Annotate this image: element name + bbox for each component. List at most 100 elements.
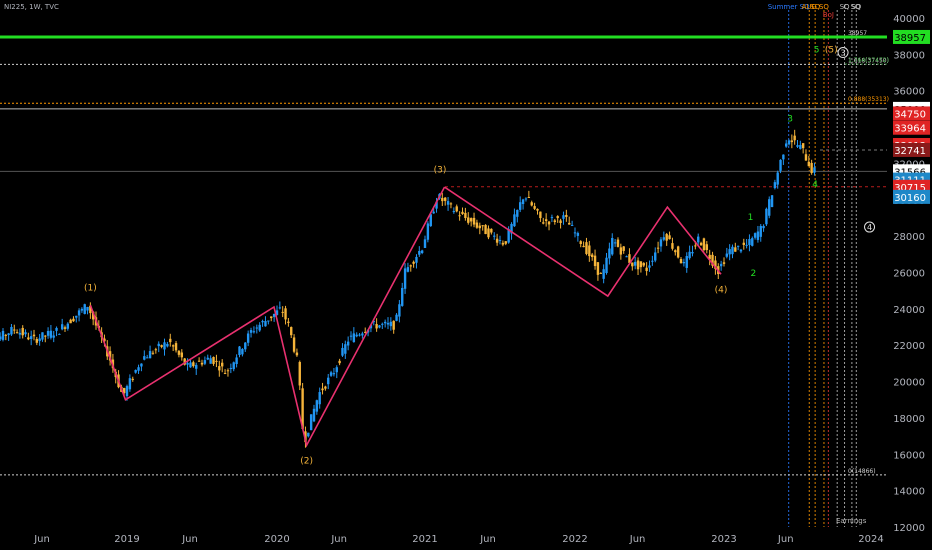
candle-body-178 (487, 228, 490, 238)
candle-body-131 (352, 333, 356, 343)
candle-body-198 (544, 219, 548, 222)
candle-body-95 (249, 330, 253, 333)
candle-body-112 (298, 362, 301, 386)
price-badge-3 (893, 120, 930, 135)
candle-body-211 (582, 245, 585, 248)
candle-body-122 (327, 377, 330, 385)
candle-body-200 (550, 217, 554, 219)
candle-body-17 (27, 337, 30, 340)
candle-body-146 (395, 314, 398, 321)
candle-body-46 (108, 351, 112, 361)
candle-body-135 (364, 331, 367, 333)
candle-body-249 (691, 252, 694, 254)
price-badge-9 (893, 189, 930, 204)
candle-body-218 (602, 269, 605, 279)
candle-body-97 (255, 327, 259, 329)
candle-body-170 (464, 212, 467, 219)
y-tick-label-7: 26000 (893, 269, 925, 280)
candle-body-207 (570, 224, 574, 226)
candle-body-245 (679, 259, 683, 264)
candle-body-115 (307, 432, 310, 437)
candle-body-143 (386, 322, 390, 325)
y-tick-label-2: 16000 (893, 450, 925, 461)
x-tick-label-4: Jun (330, 534, 347, 545)
candle-body-288 (801, 143, 805, 149)
candle-body-66 (166, 343, 169, 347)
event-label-1: AUG (802, 3, 817, 11)
candle-body-174 (475, 222, 479, 228)
level-label-0: 38957 (848, 30, 867, 37)
candle-body-109 (290, 327, 293, 336)
candle-body-121 (324, 386, 327, 389)
candle-body-68 (171, 345, 175, 347)
price-badge-label-8: 30715 (894, 183, 926, 194)
candle-body-214 (590, 254, 594, 258)
candle-body-283 (787, 140, 791, 145)
candle-body-243 (674, 250, 677, 253)
level-label-2: 1.764(37472) (848, 57, 889, 64)
candle-body-138 (372, 321, 375, 323)
candle-body-157 (426, 223, 430, 240)
candle-body-82 (212, 357, 215, 364)
candle-body-164 (446, 201, 450, 205)
candle-body-154 (418, 250, 421, 255)
candle-body-108 (287, 321, 290, 323)
candle-body-176 (481, 225, 484, 227)
candle-body-36 (80, 308, 84, 311)
candle-body-130 (349, 335, 353, 337)
candle-body-291 (810, 162, 813, 174)
wave-label-6: 3 (787, 115, 793, 125)
wave-label-9: (5) (825, 46, 838, 56)
candle-body-140 (378, 325, 381, 328)
candle-body-69 (174, 343, 178, 351)
candle-body-225 (622, 246, 625, 251)
candle-body-190 (521, 199, 525, 205)
candle-body-128 (344, 344, 347, 354)
candle-body-13 (15, 332, 19, 334)
candle-body-28 (58, 333, 61, 335)
candle-body-25 (49, 330, 53, 338)
candle-body-255 (708, 254, 711, 260)
price-badge-label-0: 38957 (894, 33, 926, 44)
candle-body-113 (301, 388, 304, 429)
candle-body-71 (180, 352, 184, 358)
candle-body-107 (284, 308, 287, 320)
candle-body-285 (793, 135, 796, 141)
candle-body-153 (415, 256, 418, 263)
candle-body-223 (616, 239, 620, 247)
candle-body-259 (719, 263, 723, 267)
candle-body-275 (765, 208, 768, 225)
candle-body-81 (209, 358, 212, 364)
candle-body-227 (628, 254, 631, 263)
candle-body-106 (281, 311, 284, 313)
candle-body-52 (125, 386, 129, 397)
candle-body-237 (656, 247, 660, 249)
candle-body-274 (762, 225, 765, 229)
candle-body-194 (533, 206, 536, 209)
candle-body-212 (585, 242, 588, 254)
candle-body-12 (13, 329, 16, 331)
candle-body-92 (241, 349, 244, 355)
candle-body-281 (782, 154, 785, 160)
candle-body-267 (742, 242, 745, 245)
candle-body-152 (412, 261, 415, 264)
price-badge-label-3: 33964 (894, 124, 926, 135)
candle-body-34 (75, 315, 78, 318)
x-tick-label-1: 2019 (114, 534, 139, 545)
candle-body-65 (163, 342, 166, 350)
candle-body-162 (441, 197, 444, 202)
candle-body-184 (504, 241, 507, 244)
y-tick-label-0: 12000 (893, 523, 925, 534)
candle-body-120 (321, 388, 324, 391)
candle-body-94 (246, 333, 250, 343)
candle-body-159 (432, 211, 435, 214)
candle-body-197 (542, 222, 545, 224)
wave-label-0: (1) (84, 284, 97, 294)
price-badge-0 (893, 29, 930, 44)
circle-marker-1 (864, 221, 876, 233)
candle-body-202 (556, 216, 559, 219)
candle-body-151 (409, 265, 412, 267)
candle-body-192 (527, 197, 531, 199)
candle-body-234 (648, 265, 651, 268)
